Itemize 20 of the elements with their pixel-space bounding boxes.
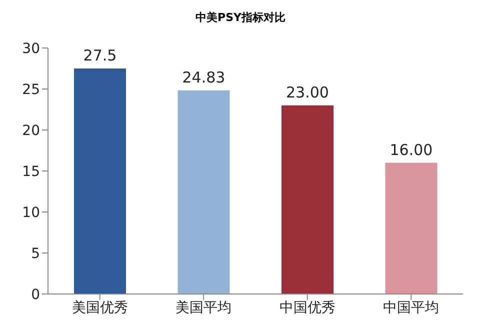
data-label: 24.83 — [182, 68, 226, 86]
y-tick-label: 25 — [22, 82, 40, 98]
x-tick-label: 美国平均 — [176, 300, 232, 316]
x-tick-label: 中国平均 — [383, 300, 440, 316]
data-label: 16.00 — [390, 140, 433, 159]
x-tick-label: 美国优秀 — [72, 300, 128, 316]
bar — [178, 90, 230, 294]
data-label: 27.5 — [83, 46, 117, 64]
chart-title: 中美PSY指标对比 — [194, 10, 286, 26]
data-label: 23.00 — [286, 83, 329, 102]
y-tick-label: 10 — [22, 204, 40, 221]
bar — [74, 68, 126, 294]
bar — [282, 105, 334, 294]
bar — [385, 162, 438, 294]
y-tick-label: 20 — [22, 122, 40, 139]
x-tick-label: 中国优秀 — [279, 300, 336, 316]
y-tick-label: 5 — [31, 246, 40, 262]
y-tick-label: 30 — [22, 40, 40, 57]
y-tick-label: 0 — [31, 286, 40, 303]
y-tick-label: 15 — [22, 164, 40, 180]
